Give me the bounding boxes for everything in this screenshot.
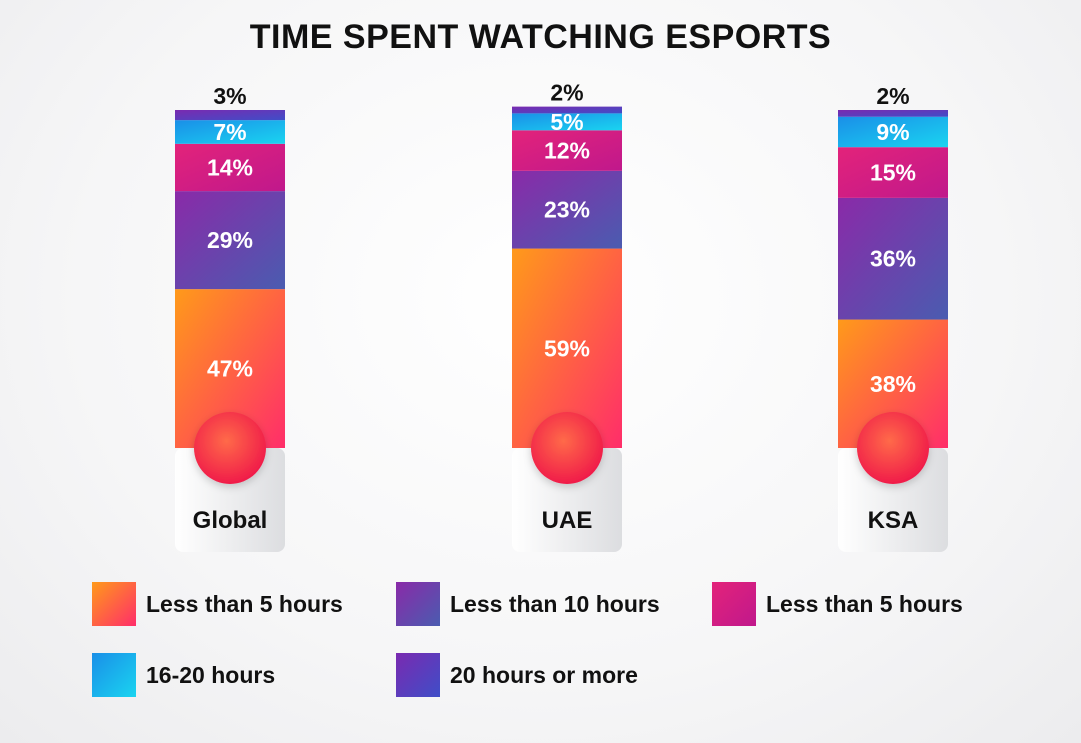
legend-label: Less than 10 hours — [450, 590, 660, 617]
legend-swatch — [92, 653, 136, 697]
data-label: 9% — [876, 119, 909, 145]
bar-group-global: 47% 29% 14% 7% 3% Global — [175, 83, 285, 552]
bar-base — [838, 448, 948, 552]
ball-ornament — [194, 412, 266, 484]
legend-swatch — [396, 582, 440, 626]
bar-segment — [512, 170, 622, 249]
legend-item: Less than 10 hours — [396, 582, 660, 626]
bar-segment — [512, 130, 622, 171]
bar-group-uae: 59%23%12%5%2%UAE — [512, 80, 622, 552]
bar-segment — [838, 197, 948, 320]
legend-item: 20 hours or more — [396, 653, 638, 697]
bar-segment — [512, 113, 622, 131]
bar-segment — [175, 120, 285, 144]
bar-segment — [175, 191, 285, 290]
data-label: 36% — [870, 246, 916, 272]
bar-base — [512, 448, 622, 552]
legend-item: 16-20 hours — [92, 653, 275, 697]
data-label: 14% — [207, 154, 253, 180]
legend-item: Less than 5 hours — [712, 582, 963, 626]
data-label: 2% — [550, 80, 583, 106]
legend-swatch — [396, 653, 440, 697]
ball-ornament — [857, 412, 929, 484]
legend-label: Less than 5 hours — [146, 590, 343, 617]
legend-label: 20 hours or more — [450, 661, 638, 688]
data-label: 2% — [876, 83, 909, 109]
data-label: 12% — [544, 138, 590, 164]
category-label: KSA — [868, 507, 919, 534]
bar-group-ksa: 38% 36% 15% 9% 2% KSA — [838, 83, 948, 552]
data-label: 47% — [207, 356, 253, 382]
legend-label: 16-20 hours — [146, 661, 276, 688]
category-label: Global — [193, 507, 268, 534]
data-label: 7% — [213, 119, 246, 145]
legend-swatch — [92, 582, 136, 626]
bar-segment — [838, 147, 948, 198]
data-label: 3% — [213, 83, 246, 109]
bar-segment — [512, 106, 622, 114]
legend-item: Less than 5 hours — [92, 582, 343, 626]
bar-segment — [838, 110, 948, 117]
data-label: 59% — [544, 335, 590, 361]
data-label: 15% — [870, 160, 916, 186]
ball-ornament — [531, 412, 603, 484]
category-label: UAE — [542, 507, 593, 534]
chart-title: TIME SPENT WATCHING ESPORTS — [249, 18, 832, 56]
bar-segment — [838, 116, 948, 148]
bar-segment — [175, 110, 285, 121]
legend-swatch — [712, 582, 756, 626]
data-label: 29% — [207, 227, 253, 253]
data-label: 38% — [870, 371, 916, 397]
legend-label: Less than 5 hours — [766, 590, 963, 617]
data-label: 23% — [544, 197, 590, 223]
bar-base — [175, 448, 285, 552]
bar-segment — [175, 143, 285, 192]
